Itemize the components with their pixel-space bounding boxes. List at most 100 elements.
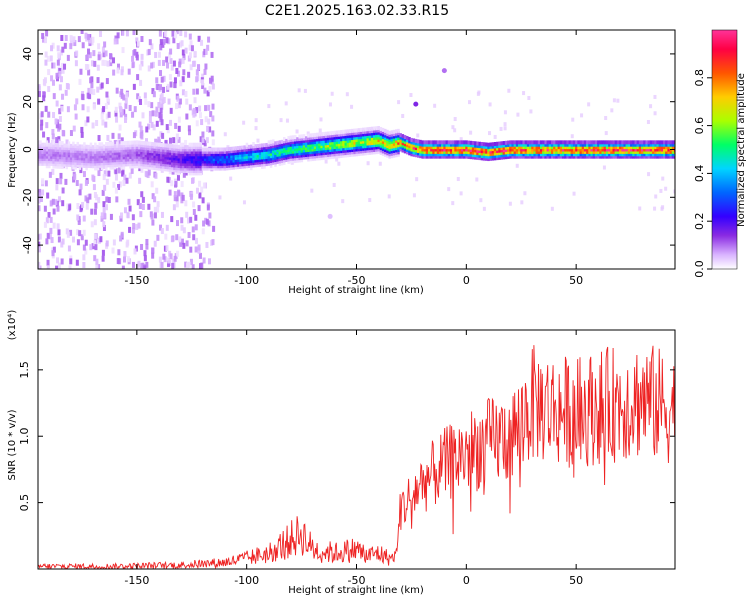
spectrogram-ridge-cell bbox=[535, 145, 539, 150]
spectrogram-ridge-cell bbox=[500, 148, 503, 153]
spectrogram-ridge-cell bbox=[548, 152, 552, 157]
spectrogram-noise-cell bbox=[503, 110, 507, 115]
spectrogram-ridge-cell bbox=[98, 154, 102, 159]
spectrogram-noise-cell bbox=[145, 138, 149, 145]
spectrogram-ridge-cell bbox=[443, 149, 446, 154]
spectrogram-noise-cell bbox=[118, 102, 122, 109]
spectrogram-ridge-cell bbox=[85, 156, 88, 161]
spectrogram-noise-cell bbox=[132, 222, 136, 229]
spectrogram-ridge-cell bbox=[250, 154, 253, 159]
spectrogram-ridge-cell bbox=[467, 150, 471, 155]
spectrogram-ridge-cell bbox=[634, 152, 637, 157]
spectrogram-ridge-cell bbox=[630, 147, 633, 152]
spectrogram-ridge-cell bbox=[322, 153, 326, 158]
spectrogram-ridge-cell bbox=[348, 150, 352, 155]
spectrogram-ridge-cell bbox=[212, 147, 216, 152]
spectrogram-ridge-cell bbox=[616, 145, 620, 150]
spectrogram-ridge-cell bbox=[522, 149, 525, 154]
spectrogram-ridge-cell bbox=[652, 140, 655, 145]
spectrogram-ridge-cell bbox=[113, 148, 117, 153]
spectrogram-noise-cell bbox=[199, 112, 203, 119]
spectrogram-ridge-cell bbox=[199, 166, 203, 171]
spectrogram-ridge-cell bbox=[177, 149, 181, 154]
spectrogram-ridge-cell bbox=[478, 146, 482, 151]
spectrogram-ridge-cell bbox=[72, 141, 75, 146]
spectrogram-noise-cell bbox=[176, 43, 180, 50]
spectrogram-ridge-cell bbox=[221, 161, 225, 166]
spectrogram-ridge-cell bbox=[353, 135, 356, 140]
spectrogram-ridge-cell bbox=[50, 142, 53, 147]
spectrogram-ridge-cell bbox=[124, 148, 128, 153]
spectrogram-ridge-cell bbox=[463, 149, 466, 154]
spectrogram-ridge-cell bbox=[120, 155, 123, 160]
spectrogram-ridge-cell bbox=[386, 148, 389, 153]
spectrogram-ridge-cell bbox=[179, 164, 183, 169]
spectrogram-ridge-cell bbox=[355, 133, 358, 138]
spectrogram-ridge-cell bbox=[272, 144, 275, 149]
spectrogram-ridge-cell bbox=[627, 152, 631, 157]
spectrogram-noise-cell bbox=[167, 177, 171, 184]
spectrogram-noise-cell bbox=[459, 137, 463, 142]
spectrogram-noise-cell bbox=[165, 37, 169, 44]
spectrogram-ridge-cell bbox=[333, 135, 337, 140]
spectrogram-ridge-cell bbox=[612, 142, 615, 147]
spectrogram-ridge-cell bbox=[326, 131, 330, 136]
spectrogram-noise-cell bbox=[345, 92, 349, 97]
spectrogram-noise-cell bbox=[138, 177, 142, 184]
spectrogram-ridge-cell bbox=[274, 148, 277, 153]
spectrogram-ridge-cell bbox=[351, 152, 354, 157]
spectrogram-ridge-cell bbox=[375, 147, 378, 152]
spectrogram-ridge-cell bbox=[302, 155, 306, 160]
spectrogram-ridge-cell bbox=[69, 148, 73, 153]
spectrogram-ridge-cell bbox=[392, 146, 396, 151]
spectrogram-ridge-cell bbox=[625, 145, 629, 150]
spectrogram-noise-cell bbox=[136, 199, 140, 206]
spectrogram-noise-cell bbox=[49, 216, 53, 223]
spectrogram-ridge-cell bbox=[390, 147, 394, 152]
spectrogram-ridge-cell bbox=[239, 150, 242, 155]
spectrogram-noise-cell bbox=[195, 107, 199, 114]
spectrogram-ridge-cell bbox=[667, 145, 670, 150]
spectrogram-ridge-cell bbox=[298, 134, 301, 139]
spectrogram-noise-cell bbox=[46, 137, 50, 144]
spectrogram-ridge-cell bbox=[647, 149, 651, 154]
spectrogram-noise-cell bbox=[168, 189, 172, 196]
spectrogram-ridge-cell bbox=[269, 163, 273, 168]
spectrogram-ridge-cell bbox=[247, 144, 251, 149]
spectrogram-ridge-cell bbox=[447, 149, 451, 154]
spectrogram-noise-cell bbox=[128, 226, 132, 233]
spectrogram-ridge-cell bbox=[621, 142, 624, 147]
spectrogram-ridge-cell bbox=[118, 150, 121, 155]
spectrogram-ridge-cell bbox=[427, 140, 431, 145]
spectrogram-noise-cell bbox=[456, 177, 460, 182]
spectrogram-ridge-cell bbox=[520, 140, 523, 145]
spectrogram-ridge-cell bbox=[52, 140, 55, 145]
spectrogram-ridge-cell bbox=[480, 149, 484, 154]
spectrogram-ridge-cell bbox=[100, 142, 104, 147]
spectrogram-ridge-cell bbox=[572, 142, 576, 147]
spectrogram-ridge-cell bbox=[597, 154, 600, 159]
spectrogram-ridge-cell bbox=[74, 148, 77, 153]
spectrogram-ridge-cell bbox=[333, 152, 337, 157]
spectrogram-noise-cell bbox=[147, 65, 151, 72]
spectrogram-noise-cell bbox=[177, 190, 181, 197]
spectrogram-ridge-cell bbox=[537, 142, 541, 147]
spectrogram-noise-cell bbox=[84, 64, 88, 71]
spectrogram-ridge-cell bbox=[392, 144, 396, 149]
spectrogram-ridge-cell bbox=[116, 153, 119, 158]
spectrogram-ridge-cell bbox=[445, 142, 449, 147]
snr-x-tick-label: -150 bbox=[124, 574, 149, 587]
spectrogram-ridge-cell bbox=[201, 152, 205, 157]
spectrogram-ridge-cell bbox=[337, 151, 341, 156]
spectrogram-ridge-cell bbox=[375, 126, 378, 131]
spectrogram-ridge-cell bbox=[476, 153, 479, 158]
spectrogram-noise-cell bbox=[120, 92, 124, 99]
spectrogram-ridge-cell bbox=[300, 158, 304, 163]
spectrogram-ridge-cell bbox=[113, 158, 117, 163]
spectrogram-ridge-cell bbox=[47, 154, 51, 159]
spectrogram-noise-cell bbox=[453, 128, 457, 133]
spectrogram-noise-cell bbox=[188, 33, 192, 40]
spectrogram-ridge-cell bbox=[467, 147, 471, 152]
spectrogram-ridge-cell bbox=[621, 149, 624, 154]
spectrogram-ridge-cell bbox=[190, 166, 194, 171]
